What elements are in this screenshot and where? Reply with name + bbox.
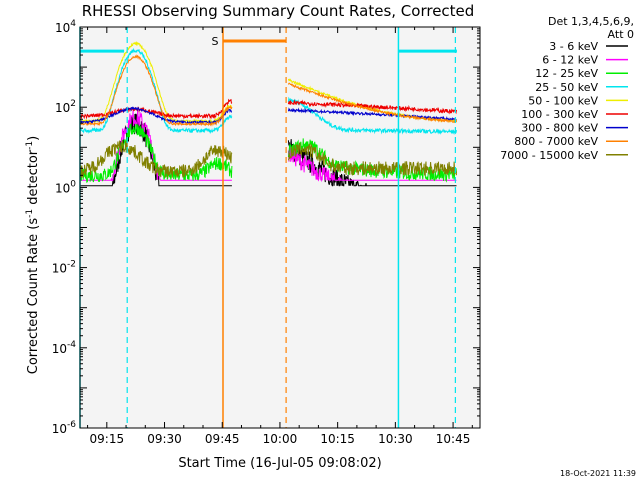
legend-label: 25 - 50 keV — [535, 81, 598, 94]
y-tick-label: 100 — [55, 179, 76, 195]
x-tick-label: 10:30 — [378, 432, 413, 446]
s-label: S — [212, 35, 219, 48]
series-line — [79, 140, 233, 178]
x-tick-label: 09:15 — [90, 432, 125, 446]
y-axis-label-sup1: -1 — [25, 209, 35, 218]
legend-label: 100 - 300 keV — [521, 108, 598, 121]
series-800-7000-kev — [79, 54, 457, 127]
y-axis-label-prefix: Corrected Count Rate (s — [26, 218, 41, 375]
legend-label: 50 - 100 keV — [528, 94, 598, 107]
legend-label: 12 - 25 keV — [535, 67, 598, 80]
y-axis-label-sup2: -1 — [25, 141, 35, 150]
series-line — [80, 113, 232, 187]
x-tick-label: 09:45 — [205, 432, 240, 446]
y-tick-label: 10-2 — [52, 260, 76, 276]
x-tick-label: 10:15 — [320, 432, 355, 446]
y-axis-label-mid: detector — [26, 149, 41, 209]
series-line — [287, 99, 457, 115]
series-line — [287, 82, 457, 124]
plot-area — [80, 27, 480, 428]
chart-title: RHESSI Observing Summary Count Rates, Co… — [82, 2, 475, 20]
series-line — [79, 54, 233, 127]
series-line — [79, 98, 233, 120]
legend-title-line: Att 0 — [608, 28, 634, 41]
x-tick-label: 10:45 — [436, 432, 471, 446]
legend-label: 800 - 7000 keV — [514, 135, 598, 148]
legend-label: 3 - 6 keV — [549, 40, 598, 53]
series-7000-15000-kev — [79, 140, 457, 178]
x-tick-label: 10:00 — [263, 432, 298, 446]
series-line — [79, 123, 233, 184]
x-tick-label: 09:30 — [147, 432, 182, 446]
timestamp-label: 18-Oct-2021 11:39 — [560, 469, 636, 478]
legend-label: 6 - 12 keV — [542, 54, 598, 67]
series-line — [287, 142, 457, 177]
series-line — [79, 40, 233, 124]
series-line — [287, 96, 457, 136]
series-100-300-kev — [79, 98, 457, 120]
y-tick-label: 102 — [55, 99, 76, 115]
y-tick-label: 10-4 — [52, 340, 77, 356]
x-axis-label: Start Time (16-Jul-05 09:08:02) — [178, 456, 381, 471]
legend-title-line: Det 1,3,4,5,6,9, — [548, 15, 634, 28]
y-tick-label: 104 — [55, 19, 76, 35]
y-axis-label-suffix: ) — [26, 136, 41, 141]
series-line — [287, 145, 457, 183]
legend-label: 300 - 800 keV — [521, 122, 598, 135]
y-tick-label: 10-6 — [52, 420, 77, 436]
y-axis-label: Corrected Count Rate (s-1 detector-1) — [25, 136, 41, 374]
legend-label: 7000 - 15000 keV — [500, 149, 598, 162]
